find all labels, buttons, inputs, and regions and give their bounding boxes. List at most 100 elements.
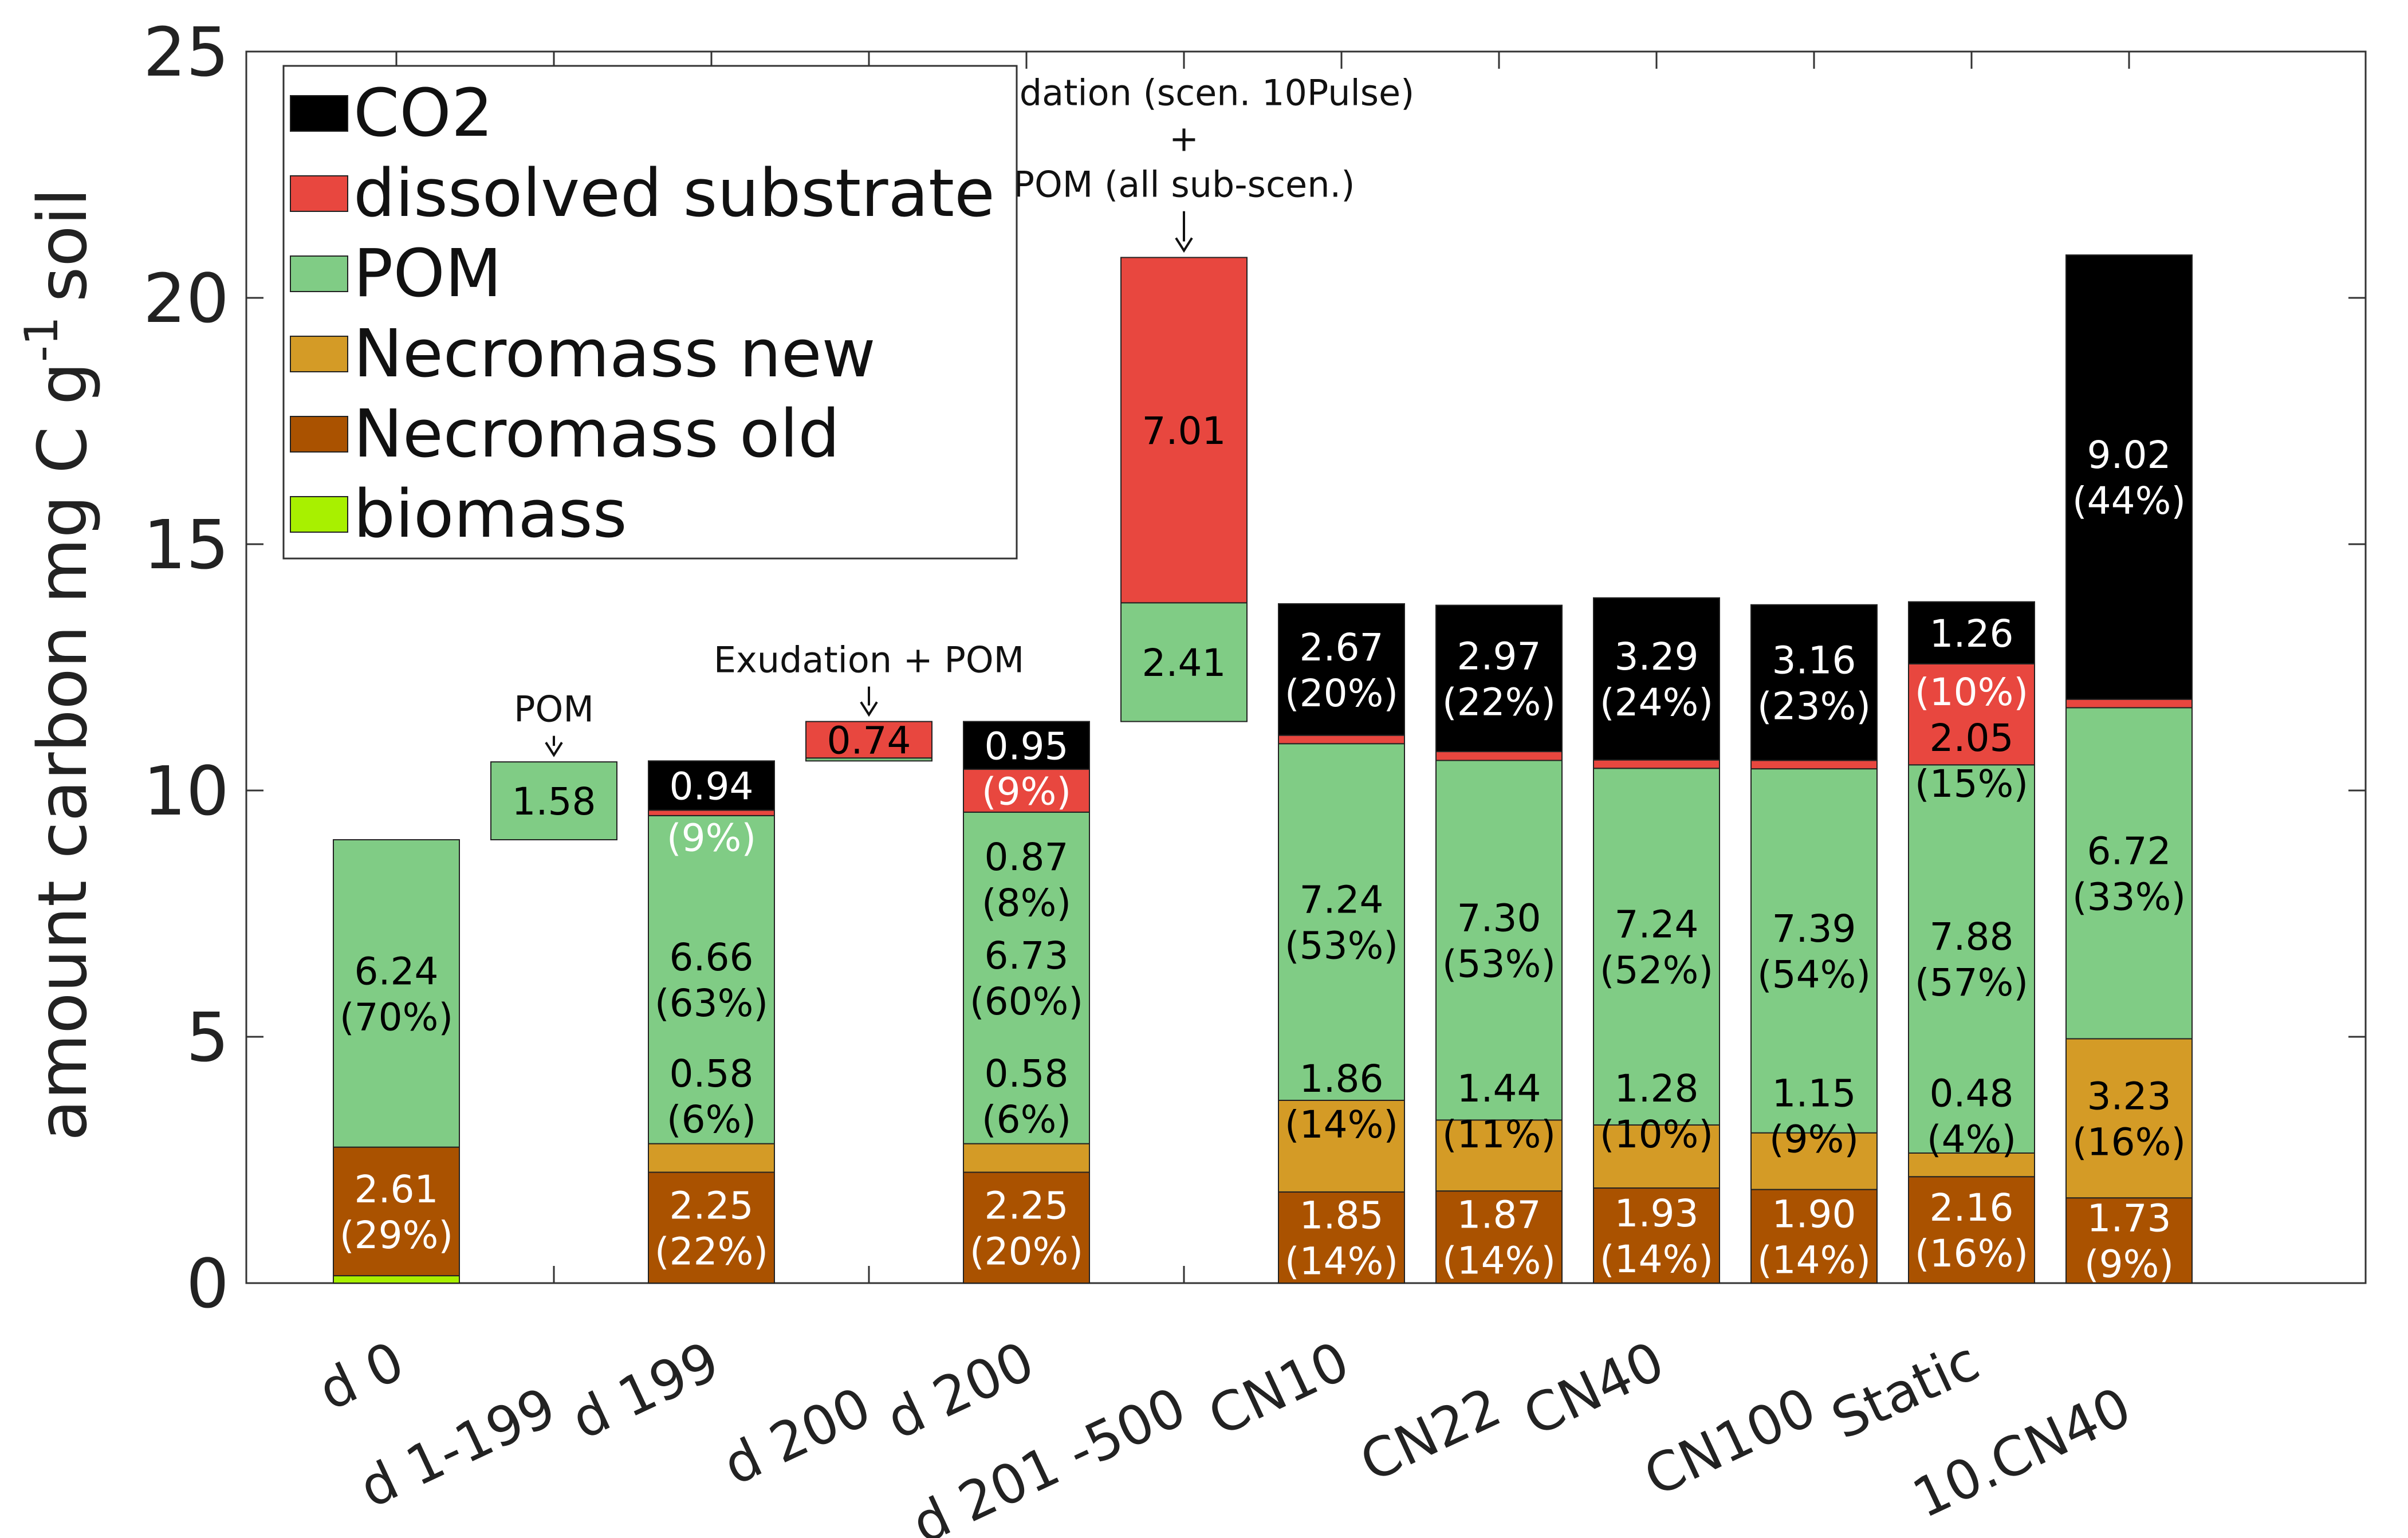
annotation-text: + [1169, 118, 1199, 160]
bar-segment-necromass-old [1750, 1189, 1878, 1284]
data-label: (24%) [1600, 681, 1713, 725]
data-label: 2.41 [1142, 641, 1226, 685]
legend-label: Necromass old [353, 396, 840, 473]
bar-segment-pom [1750, 768, 1878, 1134]
legend-swatch [290, 336, 348, 372]
bar-segment-pom [1908, 764, 2035, 1154]
data-label: 1.85 [1300, 1193, 1384, 1237]
data-label: (53%) [1442, 942, 1556, 986]
bar-segment-dissolved-substrate [1278, 734, 1405, 745]
data-label: 1.90 [1772, 1192, 1856, 1236]
data-label: 0.87 [985, 835, 1069, 879]
legend-swatch [290, 496, 348, 533]
bar-segment-dissolved-substrate [2065, 698, 2193, 709]
data-label: (60%) [970, 980, 1083, 1024]
annotation-text: POM (all sub-scen.) [1013, 164, 1355, 206]
bar-segment-necromass-new [1278, 1099, 1405, 1193]
data-label: (29%) [340, 1213, 453, 1257]
bar-segment-necromass-old [1593, 1187, 1720, 1284]
x-category-label: CN10 [1199, 1330, 1359, 1449]
data-label: 1.73 [2087, 1197, 2171, 1241]
legend-swatch [290, 175, 348, 212]
annotations: POM Exudation + POM Exudation (scen. 10Pul… [514, 72, 1415, 757]
data-label: (57%) [1915, 961, 2028, 1005]
data-label: (10%) [1915, 670, 2028, 714]
x-category-label: d 200 [714, 1376, 880, 1497]
y-tick-label: 20 [143, 259, 229, 338]
data-label: (9%) [2084, 1242, 2174, 1287]
data-label: (63%) [655, 981, 768, 1025]
data-label: 6.73 [985, 934, 1069, 978]
x-category-label: d 199 [562, 1330, 729, 1452]
bar-segment-necromass-old [2065, 1197, 2193, 1284]
data-label: 2.25 [670, 1183, 754, 1228]
data-label: 3.29 [1615, 635, 1699, 679]
data-label: 0.94 [670, 764, 754, 808]
data-label: 1.86 [1300, 1057, 1384, 1101]
data-label: 1.28 [1615, 1067, 1699, 1111]
bar-segment-necromass-new [1435, 1119, 1563, 1192]
y-axis-title-main: amount carbon mg C g [23, 362, 102, 1141]
data-label: (9%) [982, 769, 1071, 813]
y-tick-label: 0 [186, 1244, 229, 1323]
bar-segment-pom [1120, 602, 1248, 722]
data-label: 3.16 [1772, 639, 1856, 683]
data-label: (14%) [1600, 1237, 1713, 1281]
bar-segment-pom [1593, 768, 1720, 1126]
y-tick-label: 10 [143, 752, 229, 831]
data-label: (14%) [1442, 1239, 1556, 1283]
bar-segment-dissolved-substrate [648, 809, 775, 816]
data-label: 3.23 [2087, 1074, 2171, 1118]
data-label: 1.87 [1457, 1193, 1541, 1237]
arrow-head-icon [545, 742, 563, 757]
bar-segment-pom [1278, 743, 1405, 1101]
data-label: (9%) [667, 816, 756, 860]
bar-segment-necromass-new [648, 1143, 775, 1173]
x-category-label: Static [1823, 1330, 1989, 1452]
annotation-text: Exudation (scen. 10Pulse) [954, 72, 1415, 114]
data-label: (16%) [1915, 1232, 2028, 1276]
legend-label: POM [353, 235, 502, 312]
bar-segment-co2 [2065, 254, 2193, 700]
data-label: (20%) [970, 1229, 1083, 1273]
data-label: 7.24 [1615, 903, 1699, 947]
data-label: 0.58 [985, 1052, 1069, 1096]
data-label: (14%) [1285, 1239, 1398, 1283]
x-category-label: d 0 [309, 1330, 413, 1423]
data-label: (52%) [1600, 949, 1713, 993]
data-label: (10%) [1600, 1112, 1713, 1157]
legend-label: Necromass new [353, 316, 876, 392]
x-category-label: d 200 [878, 1330, 1044, 1452]
y-tick-label: 15 [143, 505, 229, 584]
bar-segment-dissolved-substrate [1120, 257, 1248, 604]
data-label: 2.05 [1930, 716, 2014, 760]
data-label: 7.24 [1300, 878, 1384, 922]
bar-segment-necromass-new [1750, 1132, 1878, 1190]
data-label: 6.72 [2087, 829, 2171, 873]
x-category-label: CN22 [1351, 1376, 1510, 1494]
y-tick-label: 5 [186, 998, 229, 1077]
y-axis-title-suffix: soil [23, 188, 102, 302]
data-label: 2.67 [1300, 626, 1384, 670]
bar-segment-pom [963, 811, 1090, 1144]
legend-swatch [290, 95, 348, 132]
annotation-text: Exudation + POM [714, 639, 1024, 681]
data-label: 6.24 [355, 949, 439, 993]
data-label: 7.30 [1457, 896, 1541, 940]
bar-segment-necromass-old [333, 1146, 460, 1277]
bar-segment-pom [2065, 707, 2193, 1040]
data-label: 0.74 [827, 718, 911, 762]
bar-segment-co2 [1593, 597, 1720, 761]
data-label: (22%) [1442, 680, 1556, 724]
data-label: 0.58 [670, 1052, 754, 1096]
bar-value-labels: 2.61(29%)6.24(70%)1.582.25(22%)6.66(63%)… [340, 409, 2186, 1287]
data-label: (6%) [982, 1098, 1071, 1142]
data-label: (14%) [1285, 1103, 1398, 1147]
data-label: (9%) [1769, 1118, 1859, 1162]
bar-segment-necromass-old [963, 1171, 1090, 1284]
data-label: (22%) [655, 1229, 768, 1273]
data-label: 1.26 [1930, 612, 2014, 656]
bar-segment-co2 [963, 721, 1090, 770]
